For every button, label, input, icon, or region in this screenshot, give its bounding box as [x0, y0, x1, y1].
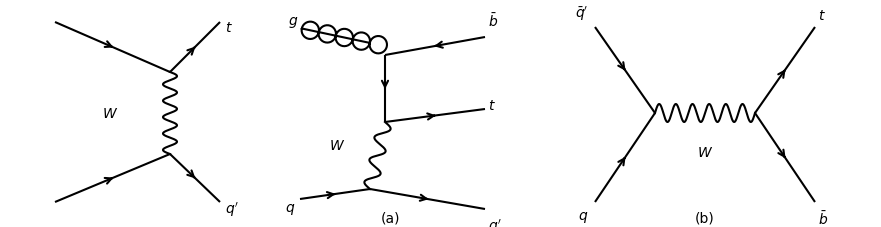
- Text: $W$: $W$: [102, 106, 118, 121]
- Text: $\bar{b}$: $\bar{b}$: [488, 12, 498, 30]
- Text: $W$: $W$: [697, 145, 713, 159]
- Text: $W$: $W$: [329, 138, 345, 152]
- Text: $\bar{b}$: $\bar{b}$: [818, 209, 828, 227]
- Text: $t$: $t$: [225, 21, 233, 35]
- Text: $\bar{q}'$: $\bar{q}'$: [574, 5, 588, 23]
- Text: $t$: $t$: [488, 99, 496, 113]
- Text: (b): (b): [695, 211, 714, 225]
- Text: (a): (a): [381, 211, 400, 225]
- Text: $t$: $t$: [818, 9, 825, 23]
- Text: $q$: $q$: [578, 209, 588, 224]
- Text: $q'$: $q'$: [225, 200, 239, 218]
- Text: $g$: $g$: [288, 15, 298, 30]
- Text: $q$: $q$: [285, 202, 295, 217]
- Text: $q'$: $q'$: [488, 217, 502, 227]
